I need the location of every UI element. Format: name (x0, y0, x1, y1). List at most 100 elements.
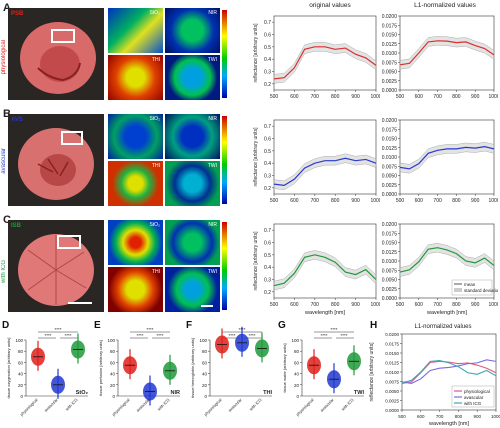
y-tick-label: 0.0100 (385, 370, 399, 375)
tag-c: ISB (11, 223, 22, 229)
y-tick-label: 0 (112, 394, 115, 399)
y-tick-label: 0.0050 (385, 389, 399, 394)
y-tick-label: 0.0175 (382, 23, 398, 29)
side-label-c: with ICG (1, 260, 7, 284)
spectrum-chart-a-original: 0.2 0.3 0.4 0.5 0.6 0.7 500 600 700 800 900 1000 ref… (253, 15, 380, 100)
scale-bar (201, 305, 213, 307)
x-tick-label: 600 (290, 302, 299, 308)
thi-map-a: THI (108, 55, 163, 100)
x-tick-label: 700 (433, 198, 442, 204)
tag-a: PSB (11, 11, 24, 17)
rgb-photo-c: ISB (8, 220, 104, 312)
category-label: physiological (203, 397, 223, 417)
header-l1: L1-normalized values (414, 2, 476, 9)
x-tick-label: 1000 (370, 198, 380, 204)
std-band (273, 42, 377, 84)
y-tick-label: 20 (294, 383, 300, 388)
y-tick-label: 40 (18, 372, 24, 377)
sig-label: **** (248, 333, 255, 338)
x-tick-label: 1000 (370, 94, 380, 100)
x-tick-label: 900 (471, 198, 480, 204)
y-tick-label: 0.0025 (382, 183, 398, 189)
twi-map-c: TWI (165, 267, 220, 312)
y-tick-label: 0.0025 (382, 79, 398, 85)
thi-label-b: THI (151, 163, 160, 169)
y-tick-label: 0.0075 (382, 268, 398, 274)
panel-letter-a: A (3, 2, 11, 14)
category-label: physiological (19, 397, 39, 417)
x-tick-label: 900 (351, 94, 360, 100)
y-tick-label: 0.0200 (382, 118, 398, 124)
panel-letter: H (370, 320, 377, 331)
category-label: avascular (227, 397, 243, 413)
category-label: with ICG (156, 397, 170, 411)
std-band (399, 141, 495, 174)
y-tick-label: 80 (110, 349, 116, 354)
x-tick-label: 800 (452, 94, 461, 100)
series-line-mean (399, 40, 495, 66)
y-tick-label: 0.0200 (385, 332, 399, 337)
sig-label: **** (340, 333, 347, 338)
legend-std-label: standard deviation (464, 288, 498, 293)
std-band (273, 250, 377, 291)
y-tick-label: 0.0200 (382, 14, 398, 20)
sig-label: **** (330, 327, 337, 332)
x-tick-label: 1000 (488, 94, 498, 100)
y-tick-label: 0.6 (264, 33, 271, 39)
y-tick-label: 0.3 (264, 70, 271, 76)
y-tick-label: 0.0075 (385, 380, 399, 385)
sig-label: **** (136, 333, 143, 338)
x-tick-label: 600 (415, 302, 424, 308)
sig-label: **** (146, 327, 153, 332)
x-tick-label: 1000 (488, 198, 498, 204)
category-label: with ICG (340, 397, 354, 411)
category-label: physiological (295, 397, 315, 417)
x-tick-label: 600 (415, 94, 424, 100)
header-original: original values (309, 2, 351, 9)
violin-chart-f: F 0 20 40 60 80 100 tissue hemoglobin [arbitrar… (186, 320, 272, 417)
spectrum-chart-b-l1: 0.0000 0.0025 0.0050 0.0075 0.0100 0.0125 0.01… (382, 118, 498, 204)
y-tick-label: 0.5 (264, 149, 271, 155)
y-tick-label: 100 (15, 338, 23, 343)
chart-title: L1-normalized values (414, 324, 471, 330)
y-tick-label: 0.0075 (382, 164, 398, 170)
thi-label-a: THI (151, 57, 160, 63)
y-axis-label: tissue perfusion [arbitrary units] (98, 340, 103, 396)
y-tick-label: 0.0025 (385, 399, 399, 404)
category-label: avascular (135, 397, 151, 413)
x-tick-label: 900 (351, 302, 360, 308)
category-label: with ICG (64, 397, 78, 411)
y-tick-label: 80 (18, 349, 24, 354)
spectrum-chart-b-original: 0.2 0.3 0.4 0.5 0.6 0.7 500 600 700 800 900 1000 ref… (253, 119, 380, 204)
side-label-b: avascular (1, 148, 7, 174)
y-axis-label: reflectance [arbitrary units] (253, 23, 259, 83)
y-tick-label: 0 (296, 394, 299, 399)
y-tick-label: 80 (202, 349, 208, 354)
y-tick-label: 20 (202, 383, 208, 388)
y-tick-label: 0.0125 (382, 146, 398, 152)
nir-map-b: NIR (165, 114, 220, 159)
sig-label: **** (44, 333, 51, 338)
y-tick-label: 0.4 (264, 57, 271, 63)
corner-label: NIR (171, 390, 181, 396)
y-tick-label: 0.0100 (382, 155, 398, 161)
category-label: avascular (43, 397, 59, 413)
x-tick-label: 800 (331, 94, 340, 100)
y-tick-label: 0.2 (264, 290, 271, 296)
x-tick-label: 1000 (370, 302, 380, 308)
y-axis-label: reflectance [arbitrary units] (253, 127, 259, 187)
y-tick-label: 0.0175 (382, 127, 398, 133)
spectrum-chart-c-l1: 0.0000 0.0025 0.0050 0.0075 0.0100 0.0125 0.01… (382, 222, 498, 316)
legend-label: avascular (464, 395, 484, 400)
x-tick-label: 800 (455, 414, 463, 419)
y-tick-label: 0.0025 (382, 287, 398, 293)
x-tick-label: 500 (270, 302, 279, 308)
plot-frame (399, 119, 495, 195)
category-label: physiological (111, 397, 131, 417)
x-tick-label: 800 (331, 198, 340, 204)
sig-label: **** (156, 333, 163, 338)
y-tick-label: 0.0200 (382, 222, 398, 228)
violin-chart-d: D 0 20 40 60 80 100 tissue oxygenation [arbitra… (2, 320, 89, 417)
nir-label-a: NIR (208, 10, 217, 16)
x-tick-label: 600 (417, 414, 425, 419)
